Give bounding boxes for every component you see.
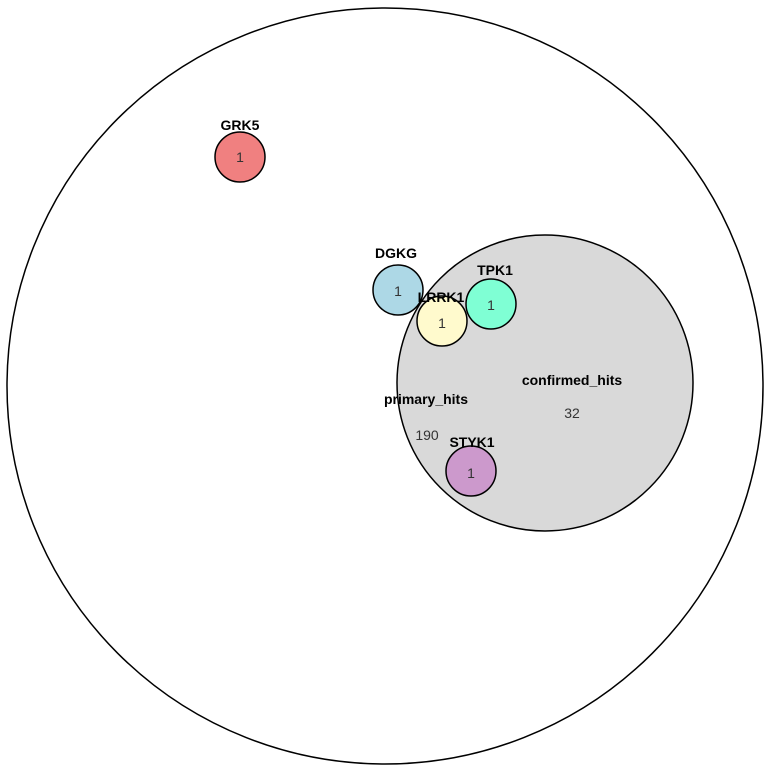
set-circle-primary-hits — [6, 7, 764, 765]
label-primary-hits: primary_hits — [384, 391, 468, 407]
count-confirmed-hits: 32 — [564, 405, 580, 421]
count-dgkg: 1 — [394, 283, 402, 299]
count-grk5: 1 — [236, 149, 244, 165]
count-tpk1: 1 — [487, 297, 495, 313]
set-circle-styk1 — [445, 445, 497, 497]
label-dgkg: DGKG — [375, 245, 417, 261]
set-circle-lrrk1 — [416, 295, 468, 347]
count-primary-hits: 190 — [415, 427, 439, 443]
set-circle-dgkg — [372, 264, 424, 316]
label-grk5: GRK5 — [221, 117, 260, 133]
label-styk1: STYK1 — [449, 434, 494, 450]
count-lrrk1: 1 — [438, 315, 446, 331]
set-circle-grk5 — [214, 131, 266, 183]
label-tpk1: TPK1 — [477, 262, 513, 278]
label-confirmed-hits: confirmed_hits — [522, 372, 623, 388]
label-lrrk1: LRRK1 — [418, 289, 465, 305]
count-styk1: 1 — [467, 465, 475, 481]
set-circle-tpk1 — [465, 278, 517, 330]
